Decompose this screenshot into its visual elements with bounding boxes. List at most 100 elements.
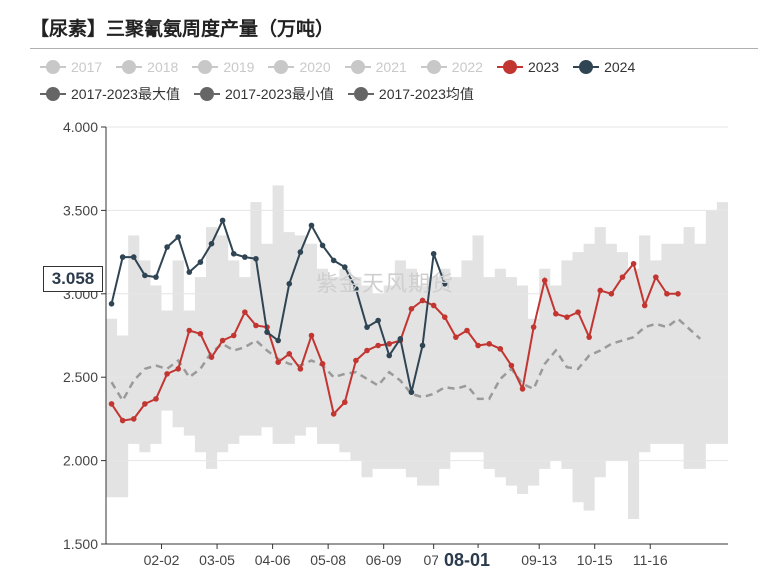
data-point-2023 — [353, 357, 359, 364]
data-point-2024 — [397, 336, 404, 342]
y-tick-label: 3.500 — [63, 202, 98, 218]
chart-title: 【尿素】三聚氰氨周度产量（万吨） — [30, 18, 335, 40]
x-tick-label: 02-02 — [144, 552, 180, 568]
data-point-2023 — [197, 331, 204, 337]
data-point-2024 — [264, 329, 270, 335]
data-point-2023 — [386, 341, 393, 347]
series-line-2023 — [110, 261, 679, 422]
data-point-2024 — [197, 259, 204, 265]
data-point-2024 — [186, 269, 193, 275]
data-point-2024 — [175, 234, 181, 240]
data-point-2023 — [553, 311, 559, 317]
data-point-2023 — [219, 337, 226, 344]
data-point-2023 — [330, 411, 337, 417]
data-point-2024 — [386, 352, 393, 359]
legend-label: 2024 — [604, 58, 636, 75]
data-point-2024 — [342, 264, 348, 270]
cursor-x-label: 08-01 — [438, 548, 496, 572]
data-point-2024 — [253, 255, 259, 262]
data-point-2023 — [308, 332, 315, 339]
legend-item[interactable]: 2023 — [496, 59, 559, 75]
data-point-2023 — [675, 291, 681, 297]
legend-label: 2022 — [451, 58, 483, 75]
legend-label: 2020 — [299, 58, 331, 75]
title-divider — [30, 48, 758, 49]
legend-row: 2017 2018 2019 2020 2021 2022 2023 2024 — [40, 53, 760, 80]
y-tick-label: 2.500 — [63, 369, 98, 385]
data-point-2023 — [608, 291, 615, 297]
legend-item[interactable]: 2017-2023最大值 — [40, 84, 180, 104]
legend-marker-icon — [420, 59, 447, 74]
min-max-range-band — [106, 185, 728, 519]
legend-label: 2019 — [223, 58, 255, 75]
data-point-2024 — [142, 272, 148, 279]
data-point-2023 — [208, 354, 215, 360]
legend-marker-icon — [347, 86, 374, 101]
legend-marker-icon — [192, 59, 219, 74]
data-point-2023 — [319, 361, 326, 367]
legend-item[interactable]: 2018 — [116, 59, 178, 75]
data-point-2024 — [364, 324, 370, 330]
data-point-2023 — [630, 260, 637, 267]
data-point-2023 — [653, 274, 659, 280]
legend-item[interactable]: 2017-2023最小值 — [193, 84, 334, 104]
data-point-2023 — [641, 302, 648, 309]
data-point-2023 — [153, 396, 159, 402]
legend-label: 2018 — [147, 58, 179, 75]
data-point-2024 — [130, 254, 137, 260]
data-point-2024 — [419, 342, 426, 349]
data-point-2023 — [664, 291, 670, 297]
data-point-2023 — [475, 342, 481, 349]
data-point-2023 — [164, 371, 170, 377]
data-point-2023 — [430, 302, 437, 309]
legend-item[interactable]: 2017-2023均值 — [347, 84, 474, 104]
data-point-2023 — [497, 346, 504, 352]
data-point-2023 — [619, 274, 626, 280]
data-point-2024 — [430, 250, 437, 257]
legend-item[interactable]: 2020 — [268, 58, 331, 75]
legend-label: 2017-2023最大值 — [71, 85, 180, 102]
data-point-2023 — [364, 347, 370, 354]
data-point-2023 — [541, 277, 548, 284]
legend-item[interactable]: 2017 — [40, 59, 102, 75]
data-point-2024 — [164, 244, 170, 250]
watermark: 紫金天风期货 — [316, 272, 455, 297]
legend-marker-icon — [40, 59, 66, 74]
data-point-2023 — [575, 309, 581, 315]
data-point-2023 — [453, 334, 459, 340]
x-tick-label: 09-13 — [521, 552, 557, 568]
data-point-2024 — [230, 250, 237, 257]
legend-label: 2017-2023均值 — [378, 85, 474, 102]
data-point-2023 — [175, 366, 181, 372]
data-point-2023 — [342, 399, 348, 406]
data-point-2024 — [275, 337, 281, 344]
data-point-2024 — [375, 317, 381, 324]
data-point-2023 — [119, 417, 126, 424]
legend-item[interactable]: 2019 — [192, 59, 254, 75]
legend-marker-icon — [268, 59, 295, 74]
data-point-2023 — [186, 327, 193, 334]
data-point-2024 — [353, 285, 359, 292]
legend-row: 2017-2023最大值 2017-2023最小值 2017-2023均值 — [40, 80, 760, 107]
legend-item[interactable]: 2024 — [573, 59, 635, 75]
data-point-2024 — [242, 254, 248, 260]
data-point-2024 — [408, 389, 415, 396]
data-point-2024 — [441, 280, 448, 287]
y-tick-label: 4.000 — [63, 119, 98, 135]
data-point-2023 — [108, 401, 115, 407]
data-point-2023 — [564, 314, 570, 320]
legend-label: 2017-2023最小值 — [224, 85, 334, 102]
legend-label: 2017 — [71, 58, 103, 75]
legend-item[interactable]: 2022 — [420, 58, 483, 75]
data-point-2024 — [286, 280, 293, 287]
x-tick-label: 06-09 — [366, 552, 402, 568]
data-point-2023 — [464, 327, 470, 334]
data-point-2023 — [253, 322, 259, 329]
legend-item[interactable]: 2021 — [344, 59, 407, 75]
data-point-2023 — [275, 359, 281, 365]
legend: 2017 2018 2019 2020 2021 2022 2023 2024 2017-202… — [40, 53, 760, 107]
legend-marker-icon — [344, 59, 371, 74]
data-point-2024 — [330, 257, 337, 264]
x-tick-label: 05-08 — [310, 552, 346, 568]
